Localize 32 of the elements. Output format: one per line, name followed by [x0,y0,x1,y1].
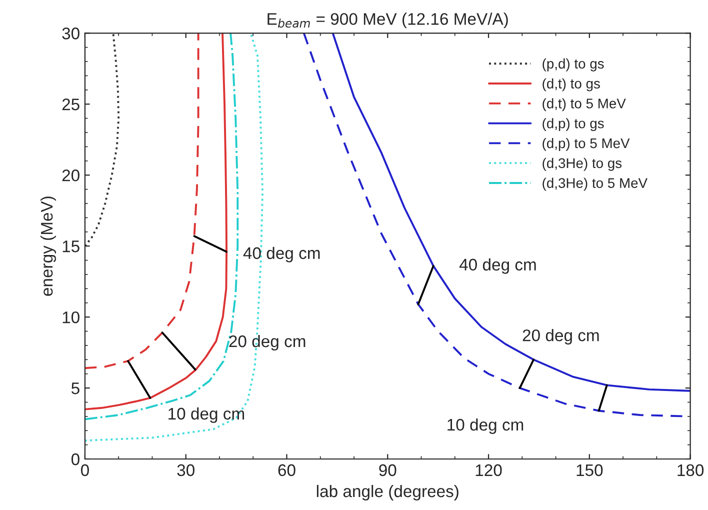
line-series [84,33,120,248]
annotation: 20 deg cm [229,334,306,351]
chart-title: E$_{beam}$ = 900 MeV (12.16 MeV/A) [268,12,508,28]
line-series [84,33,200,370]
y-tick-label: 15 [62,240,80,252]
legend-label: (d,p) to gs [542,118,604,132]
annotation: 10 deg cm [168,407,244,423]
y-tick-label: 5 [71,382,80,394]
x-tick-label: 90 [379,464,396,476]
x-tick-label: 150 [576,464,603,476]
annotation: 10 deg cm [448,418,524,434]
legend-label: (d,3He) to gs [542,158,622,171]
y-tick-label: 20 [62,170,80,182]
x-tick-label: 30 [177,464,194,476]
x-tick-label: 180 [678,464,704,476]
annotation: 40 deg cm [459,258,536,274]
legend-label: (d,t) to 5 MeV [542,98,626,112]
y-tick-label: 30 [62,28,80,40]
legend-label: (d,3He) to 5 MeV [542,178,648,191]
y-axis-title: energy (MeV) [40,196,56,296]
x-tick-label: 60 [278,464,296,476]
x-tick-label: 120 [476,464,502,476]
annotation: 20 deg cm [522,329,599,345]
y-tick-label: 0 [71,453,80,466]
legend-label: (p,d) to gs [542,58,604,72]
x-tick-label: 0 [80,464,89,476]
y-tick-label: 10 [62,311,80,324]
legend-label: (d,t) to gs [542,78,600,92]
y-tick-label: 25 [62,98,80,110]
x-axis-title: lab angle (degrees) [316,484,458,500]
annotation: 40 deg cm [243,246,320,262]
legend-label: (d,p) to 5 MeV [542,138,630,151]
